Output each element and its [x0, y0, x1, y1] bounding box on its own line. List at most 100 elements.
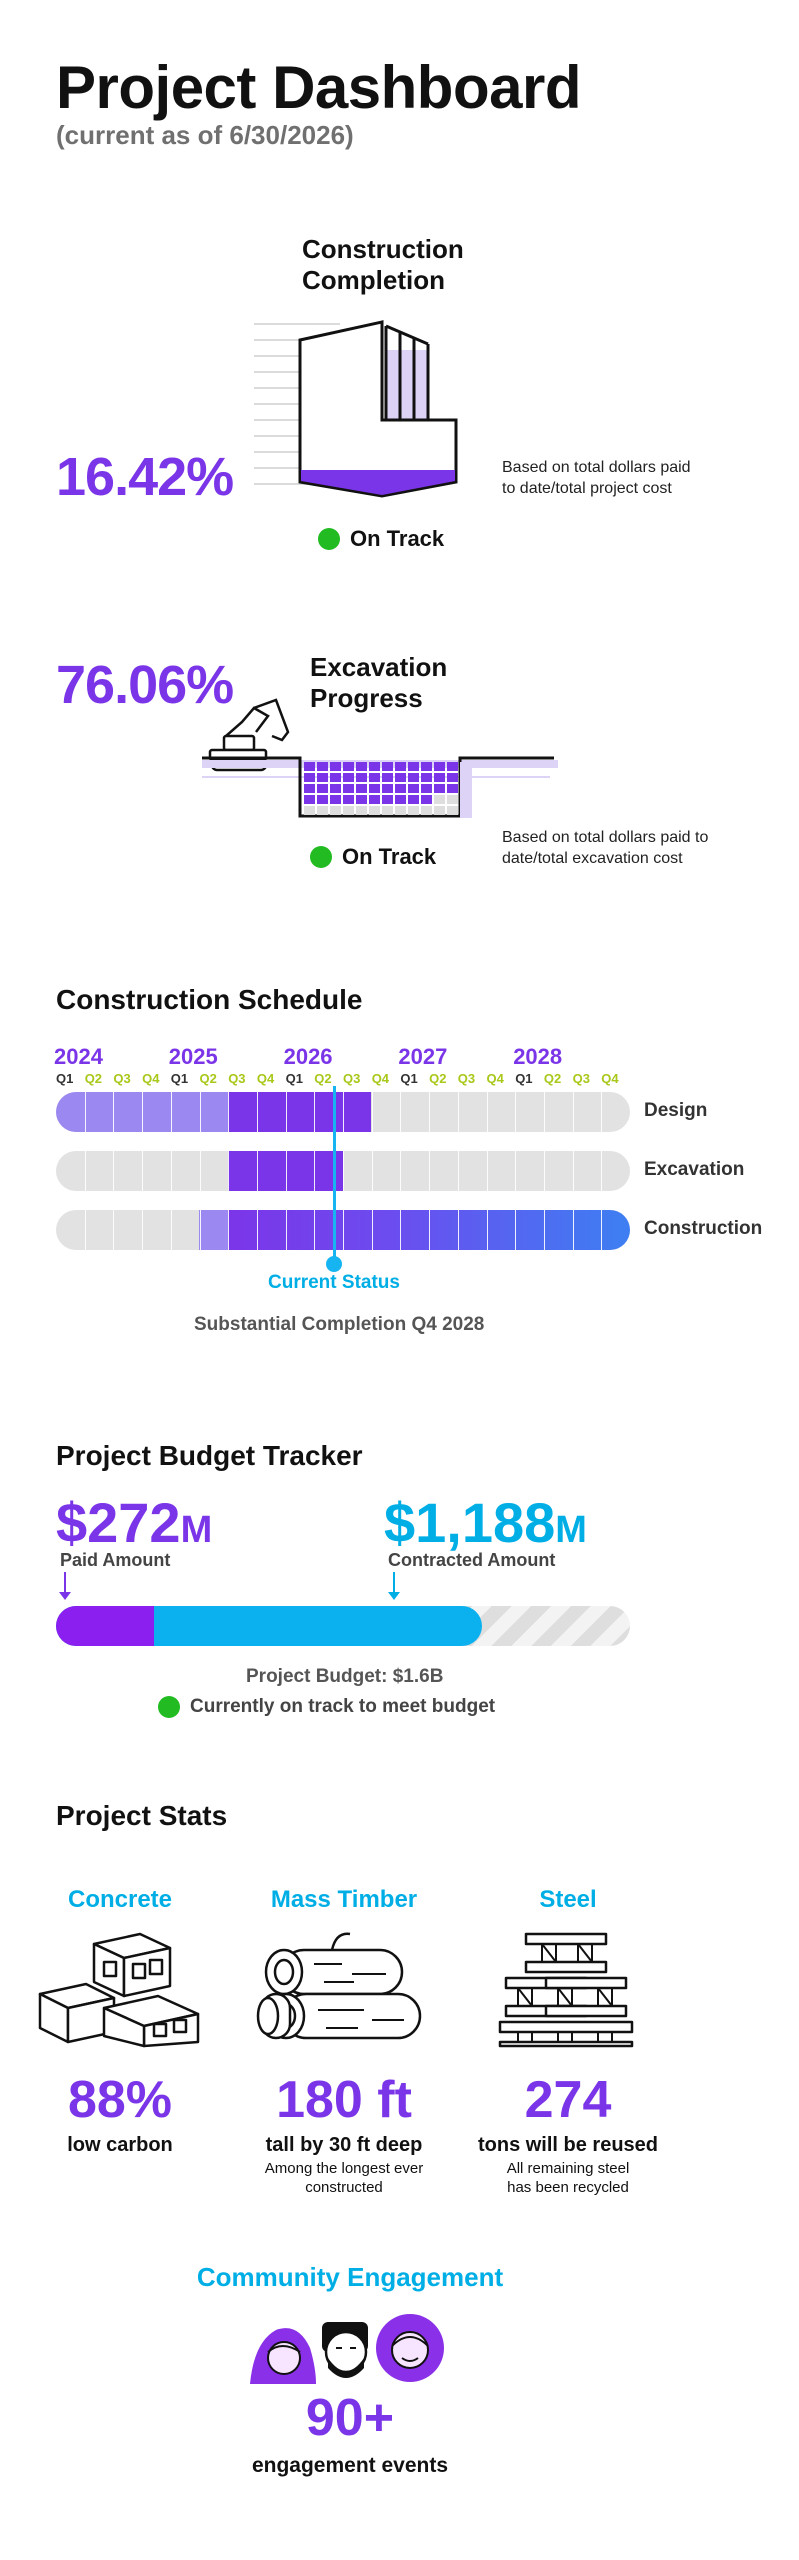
excavation-cell	[421, 795, 432, 804]
schedule-gridline	[170, 1210, 172, 1250]
status-green-dot	[310, 846, 332, 868]
page-title: Project Dashboard	[56, 54, 581, 121]
construction-note: Based on total dollars paid to date/tota…	[502, 459, 691, 497]
excavation-cell	[304, 773, 315, 782]
schedule-quarter-label: Q3	[113, 1071, 131, 1086]
excavation-cell	[382, 784, 393, 793]
schedule-gridline	[199, 1092, 201, 1132]
community-label: engagement events	[251, 2454, 449, 2477]
excavation-cell	[447, 784, 458, 793]
stat-sub-steel: All remaining steel has been recycled	[506, 2160, 630, 2196]
excavation-cell	[304, 795, 315, 804]
schedule-quarter-label: Q2	[84, 1071, 103, 1086]
schedule-gridline	[84, 1151, 86, 1191]
schedule-quarter-label: Q2	[543, 1071, 562, 1086]
schedule-quarter-label: Q3	[572, 1071, 590, 1086]
schedule-gridline	[457, 1210, 459, 1250]
schedule-gridline	[343, 1151, 344, 1191]
contracted-pointer	[393, 1572, 395, 1594]
excavation-cell	[317, 784, 328, 793]
schedule-gridline	[429, 1151, 431, 1191]
excavation-cell	[356, 762, 367, 771]
schedule-gridline	[486, 1092, 488, 1132]
excavation-active-segment	[228, 1151, 343, 1191]
schedule-bar-excavation	[56, 1151, 630, 1191]
schedule-gridline	[400, 1151, 402, 1191]
schedule-gridline	[601, 1210, 603, 1250]
schedule-quarter-label: Q4	[601, 1071, 619, 1086]
schedule-quarter-label: Q4	[256, 1071, 275, 1086]
construction-heading: Construction Completion	[302, 234, 464, 296]
current-status-label: Current Status	[268, 1272, 400, 1293]
design-active-segment	[228, 1092, 371, 1132]
excavation-cell	[317, 762, 328, 771]
contracted-pointer-head	[388, 1592, 400, 1600]
excavation-cell	[434, 795, 445, 804]
excavation-cell	[382, 773, 393, 782]
schedule-gridline	[486, 1210, 488, 1250]
excavation-cell	[421, 806, 432, 815]
schedule-gridline	[343, 1210, 344, 1250]
excavation-pit-icon	[202, 698, 558, 818]
completion-label: Substantial Completion Q4 2028	[194, 1314, 485, 1335]
excavation-cell	[421, 762, 432, 771]
excavation-cell	[434, 806, 445, 815]
design-complete-segment	[56, 1092, 228, 1132]
schedule-gridline	[285, 1151, 287, 1191]
excavation-cell	[408, 762, 419, 771]
paid-pointer-head	[59, 1592, 71, 1600]
schedule-bar-design	[56, 1092, 630, 1132]
paid-amount-label: Paid Amount	[60, 1550, 171, 1570]
community-title: Community Engagement	[196, 2262, 504, 2292]
schedule-gridline	[228, 1092, 230, 1132]
excavation-cell	[408, 806, 419, 815]
schedule-gridline	[256, 1092, 258, 1132]
budget-bar	[56, 1606, 630, 1646]
excavation-cell	[382, 795, 393, 804]
construction-early-segment	[199, 1210, 228, 1250]
excavation-cell	[330, 795, 341, 804]
excavation-status: On Track	[310, 844, 436, 870]
excavation-cell	[317, 795, 328, 804]
excavation-cell	[369, 795, 380, 804]
schedule-quarter-label: Q1	[56, 1071, 74, 1086]
schedule-gridline	[113, 1151, 115, 1191]
schedule-gridline	[343, 1092, 344, 1132]
schedule-gridline	[314, 1092, 316, 1132]
current-status-marker	[333, 1086, 336, 1264]
excavation-cell	[434, 784, 445, 793]
schedule-quarter-label: Q3	[228, 1071, 246, 1086]
schedule-gridline	[199, 1210, 201, 1250]
excavation-cell	[343, 762, 354, 771]
people-avatars-icon	[250, 2314, 444, 2384]
schedule-gridline	[285, 1092, 287, 1132]
paid-pointer	[64, 1572, 66, 1594]
schedule-quarter-label: Q1	[515, 1071, 533, 1086]
schedule-gridline	[457, 1151, 459, 1191]
schedule-year-label: 2026	[283, 1044, 333, 1069]
schedule-gridline	[256, 1151, 258, 1191]
schedule-quarter-label: Q2	[199, 1071, 217, 1086]
schedule-gridline	[371, 1210, 373, 1250]
construction-active-segment	[228, 1210, 630, 1250]
concrete-blocks-icon	[38, 1932, 200, 2048]
schedule-quarter-label: Q1	[400, 1071, 418, 1086]
schedule-quarter-label: Q4	[371, 1071, 390, 1086]
excavation-cell	[330, 806, 341, 815]
schedule-gridline	[572, 1151, 574, 1191]
schedule-gridline	[84, 1092, 86, 1132]
excavation-cell	[395, 762, 406, 771]
excavation-cell	[395, 795, 406, 804]
schedule-gridline	[142, 1151, 144, 1191]
excavation-cell	[369, 784, 380, 793]
schedule-quarter-label: Q2	[314, 1071, 332, 1086]
stat-value-mass-timber: 180 ft	[276, 2071, 412, 2129]
schedule-gridline	[113, 1092, 115, 1132]
schedule-gridline	[285, 1210, 287, 1250]
schedule-row-label: Excavation	[644, 1159, 745, 1180]
excavation-cell	[421, 784, 432, 793]
status-green-dot	[318, 528, 340, 550]
schedule-gridline	[543, 1092, 545, 1132]
schedule-title: Construction Schedule	[56, 984, 363, 1015]
schedule-quarter-label: Q4	[142, 1071, 160, 1086]
